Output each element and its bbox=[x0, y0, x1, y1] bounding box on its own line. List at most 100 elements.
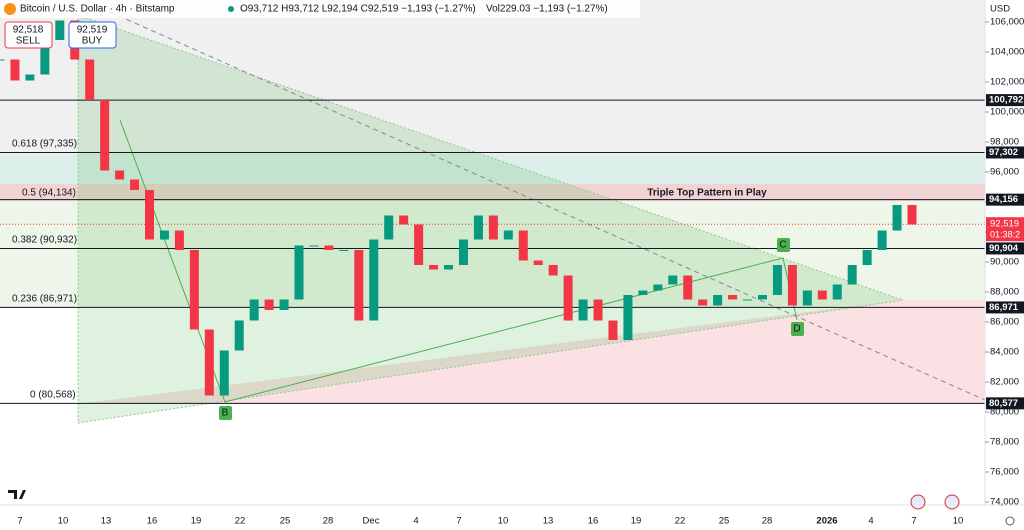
candle bbox=[339, 250, 349, 251]
flag-icon[interactable] bbox=[944, 494, 960, 510]
candle bbox=[0, 59, 5, 61]
sell-label[interactable]: SELL bbox=[16, 36, 41, 47]
candle bbox=[787, 265, 797, 306]
candle bbox=[55, 20, 65, 40]
x-tick-label: 7 bbox=[17, 516, 22, 527]
x-tick-label: 25 bbox=[719, 516, 730, 527]
fib-label: 0 (80,568) bbox=[30, 390, 76, 401]
sell-price[interactable]: 92,518 bbox=[13, 25, 44, 36]
trend-line bbox=[109, 11, 986, 401]
level-label: 94,156 bbox=[989, 194, 1018, 205]
y-tick-label: 98,000 bbox=[990, 137, 1019, 148]
candle bbox=[608, 320, 618, 340]
candle bbox=[399, 215, 409, 225]
y-tick-label: 82,000 bbox=[990, 377, 1019, 388]
fib-label: 0.5 (94,134) bbox=[22, 188, 76, 199]
candle bbox=[817, 290, 827, 300]
point-marker bbox=[777, 238, 790, 252]
candle bbox=[653, 284, 663, 291]
candle bbox=[518, 230, 528, 261]
volume: Vol229.03 −1,193 (−1.27%) bbox=[486, 4, 608, 15]
x-tick-label: 2026 bbox=[816, 516, 837, 527]
settings-icon[interactable] bbox=[1005, 516, 1015, 526]
level-label: 90,904 bbox=[989, 243, 1019, 254]
candle bbox=[115, 170, 125, 180]
candle bbox=[354, 250, 364, 321]
y-tick-label: 96,000 bbox=[990, 167, 1019, 178]
candle bbox=[728, 295, 738, 300]
candle bbox=[369, 239, 379, 321]
candle bbox=[85, 59, 95, 100]
candle bbox=[384, 215, 394, 240]
level-label: 100,792 bbox=[989, 95, 1023, 106]
candle bbox=[204, 329, 214, 396]
y-tick-label: 102,000 bbox=[990, 77, 1024, 88]
candle bbox=[698, 299, 708, 306]
buy-label[interactable]: BUY bbox=[82, 36, 103, 47]
point-marker bbox=[219, 406, 232, 420]
candle bbox=[429, 265, 439, 270]
buy-price[interactable]: 92,519 bbox=[77, 25, 108, 36]
candle bbox=[219, 350, 229, 396]
candle bbox=[473, 215, 483, 240]
candle bbox=[683, 275, 693, 300]
currency: USD bbox=[990, 4, 1010, 15]
y-tick-label: 84,000 bbox=[990, 347, 1019, 358]
y-tick-label: 90,000 bbox=[990, 257, 1019, 268]
candle bbox=[488, 215, 498, 240]
zone bbox=[0, 0, 985, 154]
candle bbox=[40, 40, 50, 75]
countdown: 01:38:2 bbox=[990, 230, 1020, 240]
x-tick-label: 4 bbox=[413, 516, 418, 527]
candle bbox=[503, 230, 513, 240]
candle bbox=[264, 299, 274, 310]
candle bbox=[563, 275, 573, 321]
x-tick-label: 4 bbox=[868, 516, 873, 527]
candle bbox=[802, 290, 812, 306]
candle bbox=[130, 179, 140, 190]
level-tag bbox=[986, 397, 1024, 410]
candle bbox=[533, 260, 543, 265]
x-tick-label: 10 bbox=[953, 516, 964, 527]
candle bbox=[324, 245, 334, 250]
point-label: D bbox=[793, 324, 800, 335]
point-marker bbox=[791, 322, 804, 336]
level-tag bbox=[986, 94, 1024, 107]
x-tick-label: 13 bbox=[101, 516, 112, 527]
y-tick-label: 104,000 bbox=[990, 47, 1024, 58]
y-tick-label: 80,000 bbox=[990, 407, 1019, 418]
candle bbox=[444, 265, 454, 270]
level-label: 97,302 bbox=[989, 147, 1018, 158]
x-tick-label: 28 bbox=[762, 516, 773, 527]
candle bbox=[309, 245, 319, 247]
candle bbox=[189, 250, 199, 330]
candle bbox=[623, 295, 633, 340]
y-tick-label: 76,000 bbox=[990, 467, 1019, 478]
y-tick-label: 100,000 bbox=[990, 107, 1024, 118]
candle bbox=[847, 265, 857, 285]
candle bbox=[548, 265, 558, 276]
candle bbox=[10, 59, 20, 81]
candle bbox=[145, 190, 155, 240]
fib-label: 0.236 (86,971) bbox=[12, 294, 77, 305]
y-tick-label: 74,000 bbox=[990, 497, 1019, 508]
sell-button[interactable] bbox=[4, 21, 53, 49]
candle bbox=[772, 265, 782, 295]
level-label: 86,971 bbox=[989, 302, 1019, 313]
candle bbox=[757, 295, 767, 300]
y-tick-label: 106,000 bbox=[990, 17, 1024, 28]
flag-icon[interactable] bbox=[910, 494, 926, 510]
x-tick-label: 10 bbox=[498, 516, 509, 527]
candle bbox=[159, 230, 169, 240]
x-tick-label: 16 bbox=[588, 516, 599, 527]
candle bbox=[832, 284, 842, 300]
candle bbox=[100, 100, 110, 171]
x-tick-label: 13 bbox=[543, 516, 554, 527]
x-tick-label: 19 bbox=[631, 516, 642, 527]
y-tick-label: 86,000 bbox=[990, 317, 1019, 328]
buy-button[interactable] bbox=[68, 21, 117, 49]
current-price: 92,519 bbox=[990, 219, 1019, 230]
status-dot bbox=[228, 6, 234, 12]
candle bbox=[713, 295, 723, 306]
